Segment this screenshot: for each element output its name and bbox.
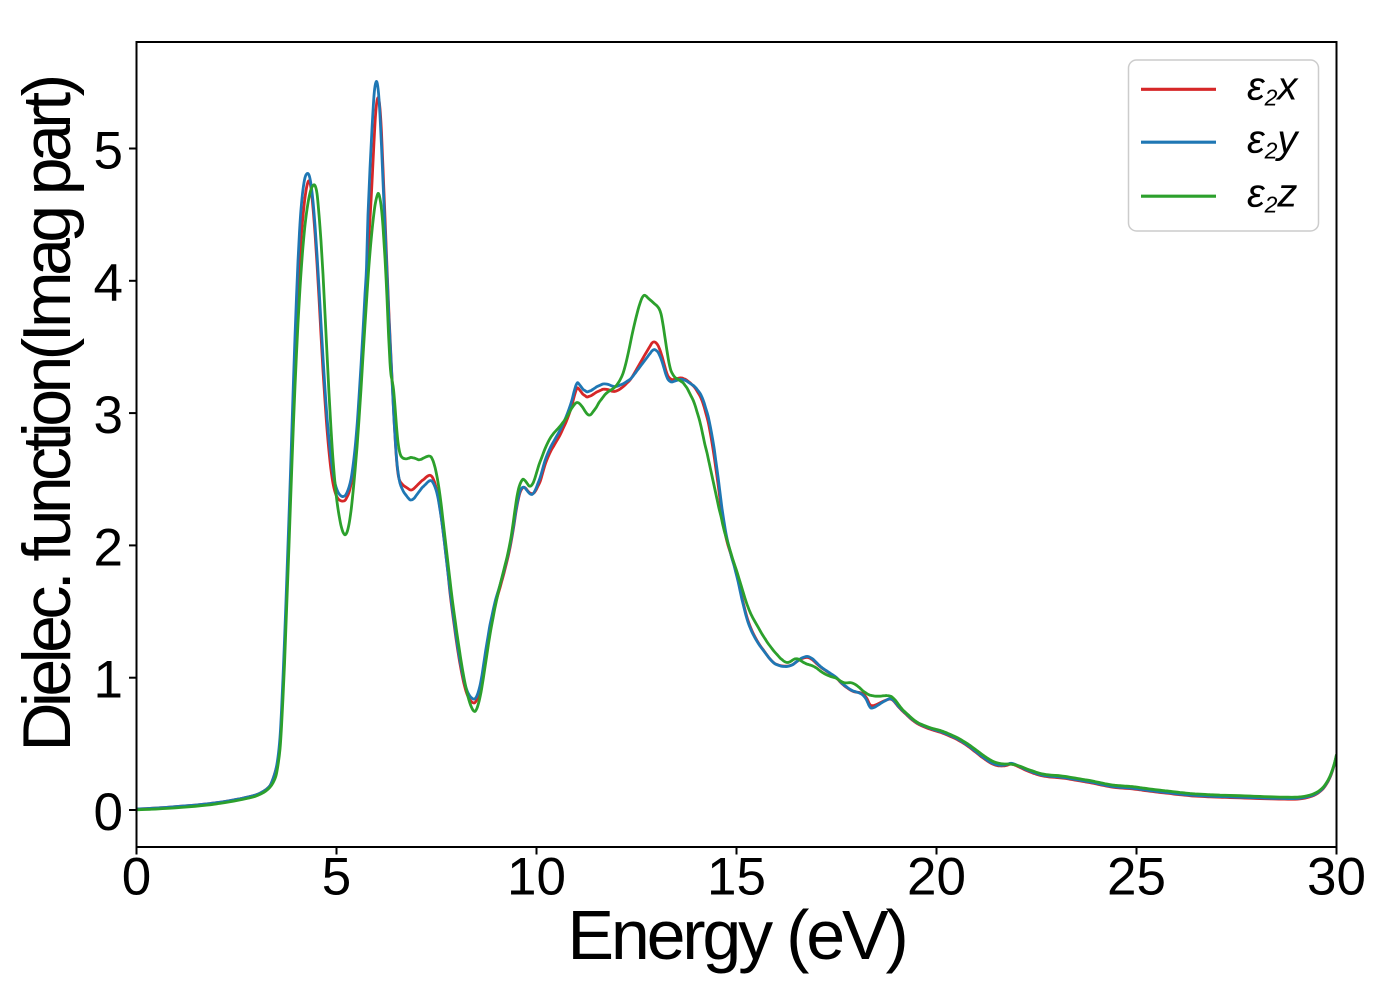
svg-text:4: 4 [94, 254, 123, 313]
svg-text:30: 30 [1307, 848, 1366, 907]
svg-text:25: 25 [1107, 848, 1166, 907]
svg-text:15: 15 [707, 848, 766, 907]
svg-text:0: 0 [94, 783, 123, 842]
svg-text:Energy (eV): Energy (eV) [567, 896, 905, 974]
svg-text:1: 1 [94, 651, 123, 710]
svg-text:20: 20 [907, 848, 966, 907]
svg-text:10: 10 [507, 848, 566, 907]
svg-text:5: 5 [322, 848, 351, 907]
svg-text:2: 2 [94, 518, 123, 577]
svg-text:Dielec. function(Imag part): Dielec. function(Imag part) [9, 77, 85, 751]
svg-text:ε2y: ε2y [1247, 118, 1300, 164]
svg-text:3: 3 [94, 386, 123, 445]
svg-text:5: 5 [94, 122, 123, 181]
svg-text:0: 0 [122, 848, 151, 907]
